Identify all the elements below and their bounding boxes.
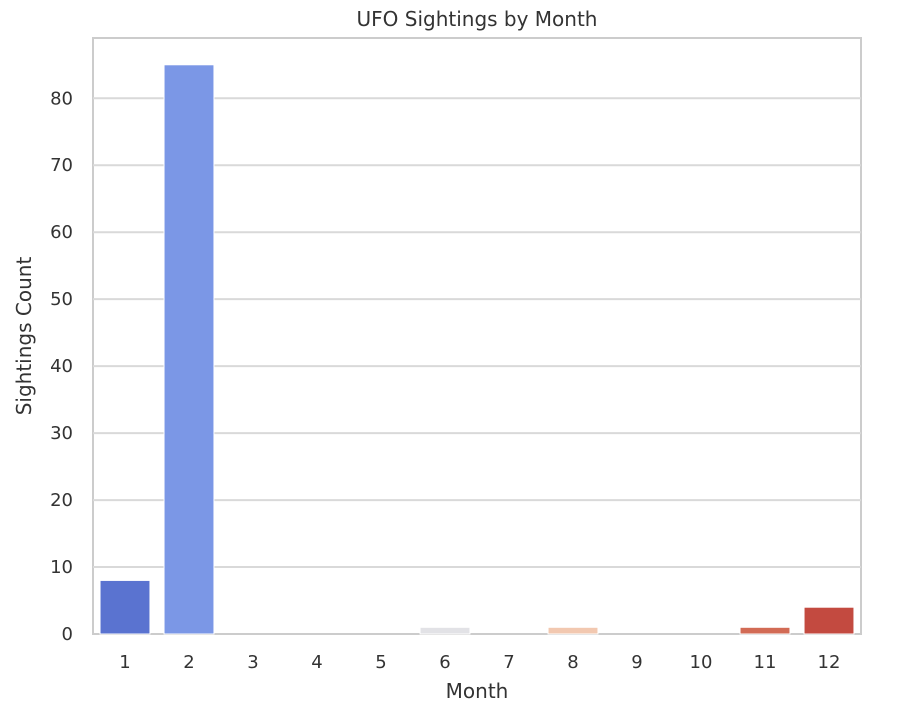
y-axis-title: Sightings Count: [12, 257, 36, 416]
y-tick-label: 40: [50, 356, 73, 377]
y-tick-label: 70: [50, 155, 73, 176]
bar-month-6: [419, 626, 471, 635]
x-tick-label: 9: [631, 652, 642, 673]
x-tick-label: 12: [818, 652, 841, 673]
x-tick-label: 2: [183, 652, 194, 673]
x-tick-label: 3: [247, 652, 258, 673]
gridlines: [93, 97, 861, 569]
bar-month-11: [739, 626, 791, 635]
plot-frame: [92, 37, 862, 635]
x-tick-label: 6: [439, 652, 450, 673]
x-axis-title: Month: [446, 679, 509, 703]
x-tick-labels: 1 2 3 4 5 6 7 8 9 10 11 12: [119, 652, 840, 673]
x-tick-label: 4: [311, 652, 322, 673]
bar-month-1: [99, 579, 151, 635]
bar-month-8: [547, 626, 599, 635]
x-tick-label: 11: [754, 652, 777, 673]
y-tick-label: 0: [62, 624, 73, 645]
bars: [99, 64, 855, 635]
y-tick-label: 10: [50, 557, 73, 578]
x-tick-label: 10: [690, 652, 713, 673]
x-tick-label: 5: [375, 652, 386, 673]
y-tick-label: 50: [50, 289, 73, 310]
y-tick-label: 60: [50, 222, 73, 243]
y-tick-labels: 0 10 20 30 40 50 60 70 80: [50, 88, 73, 645]
chart-title: UFO Sightings by Month: [357, 7, 598, 31]
x-tick-label: 8: [567, 652, 578, 673]
bar-month-2: [163, 64, 215, 635]
x-tick-label: 1: [119, 652, 130, 673]
y-tick-label: 30: [50, 423, 73, 444]
y-tick-label: 20: [50, 490, 73, 511]
x-tick-label: 7: [503, 652, 514, 673]
y-tick-label: 80: [50, 88, 73, 109]
bar-month-12: [803, 606, 855, 635]
